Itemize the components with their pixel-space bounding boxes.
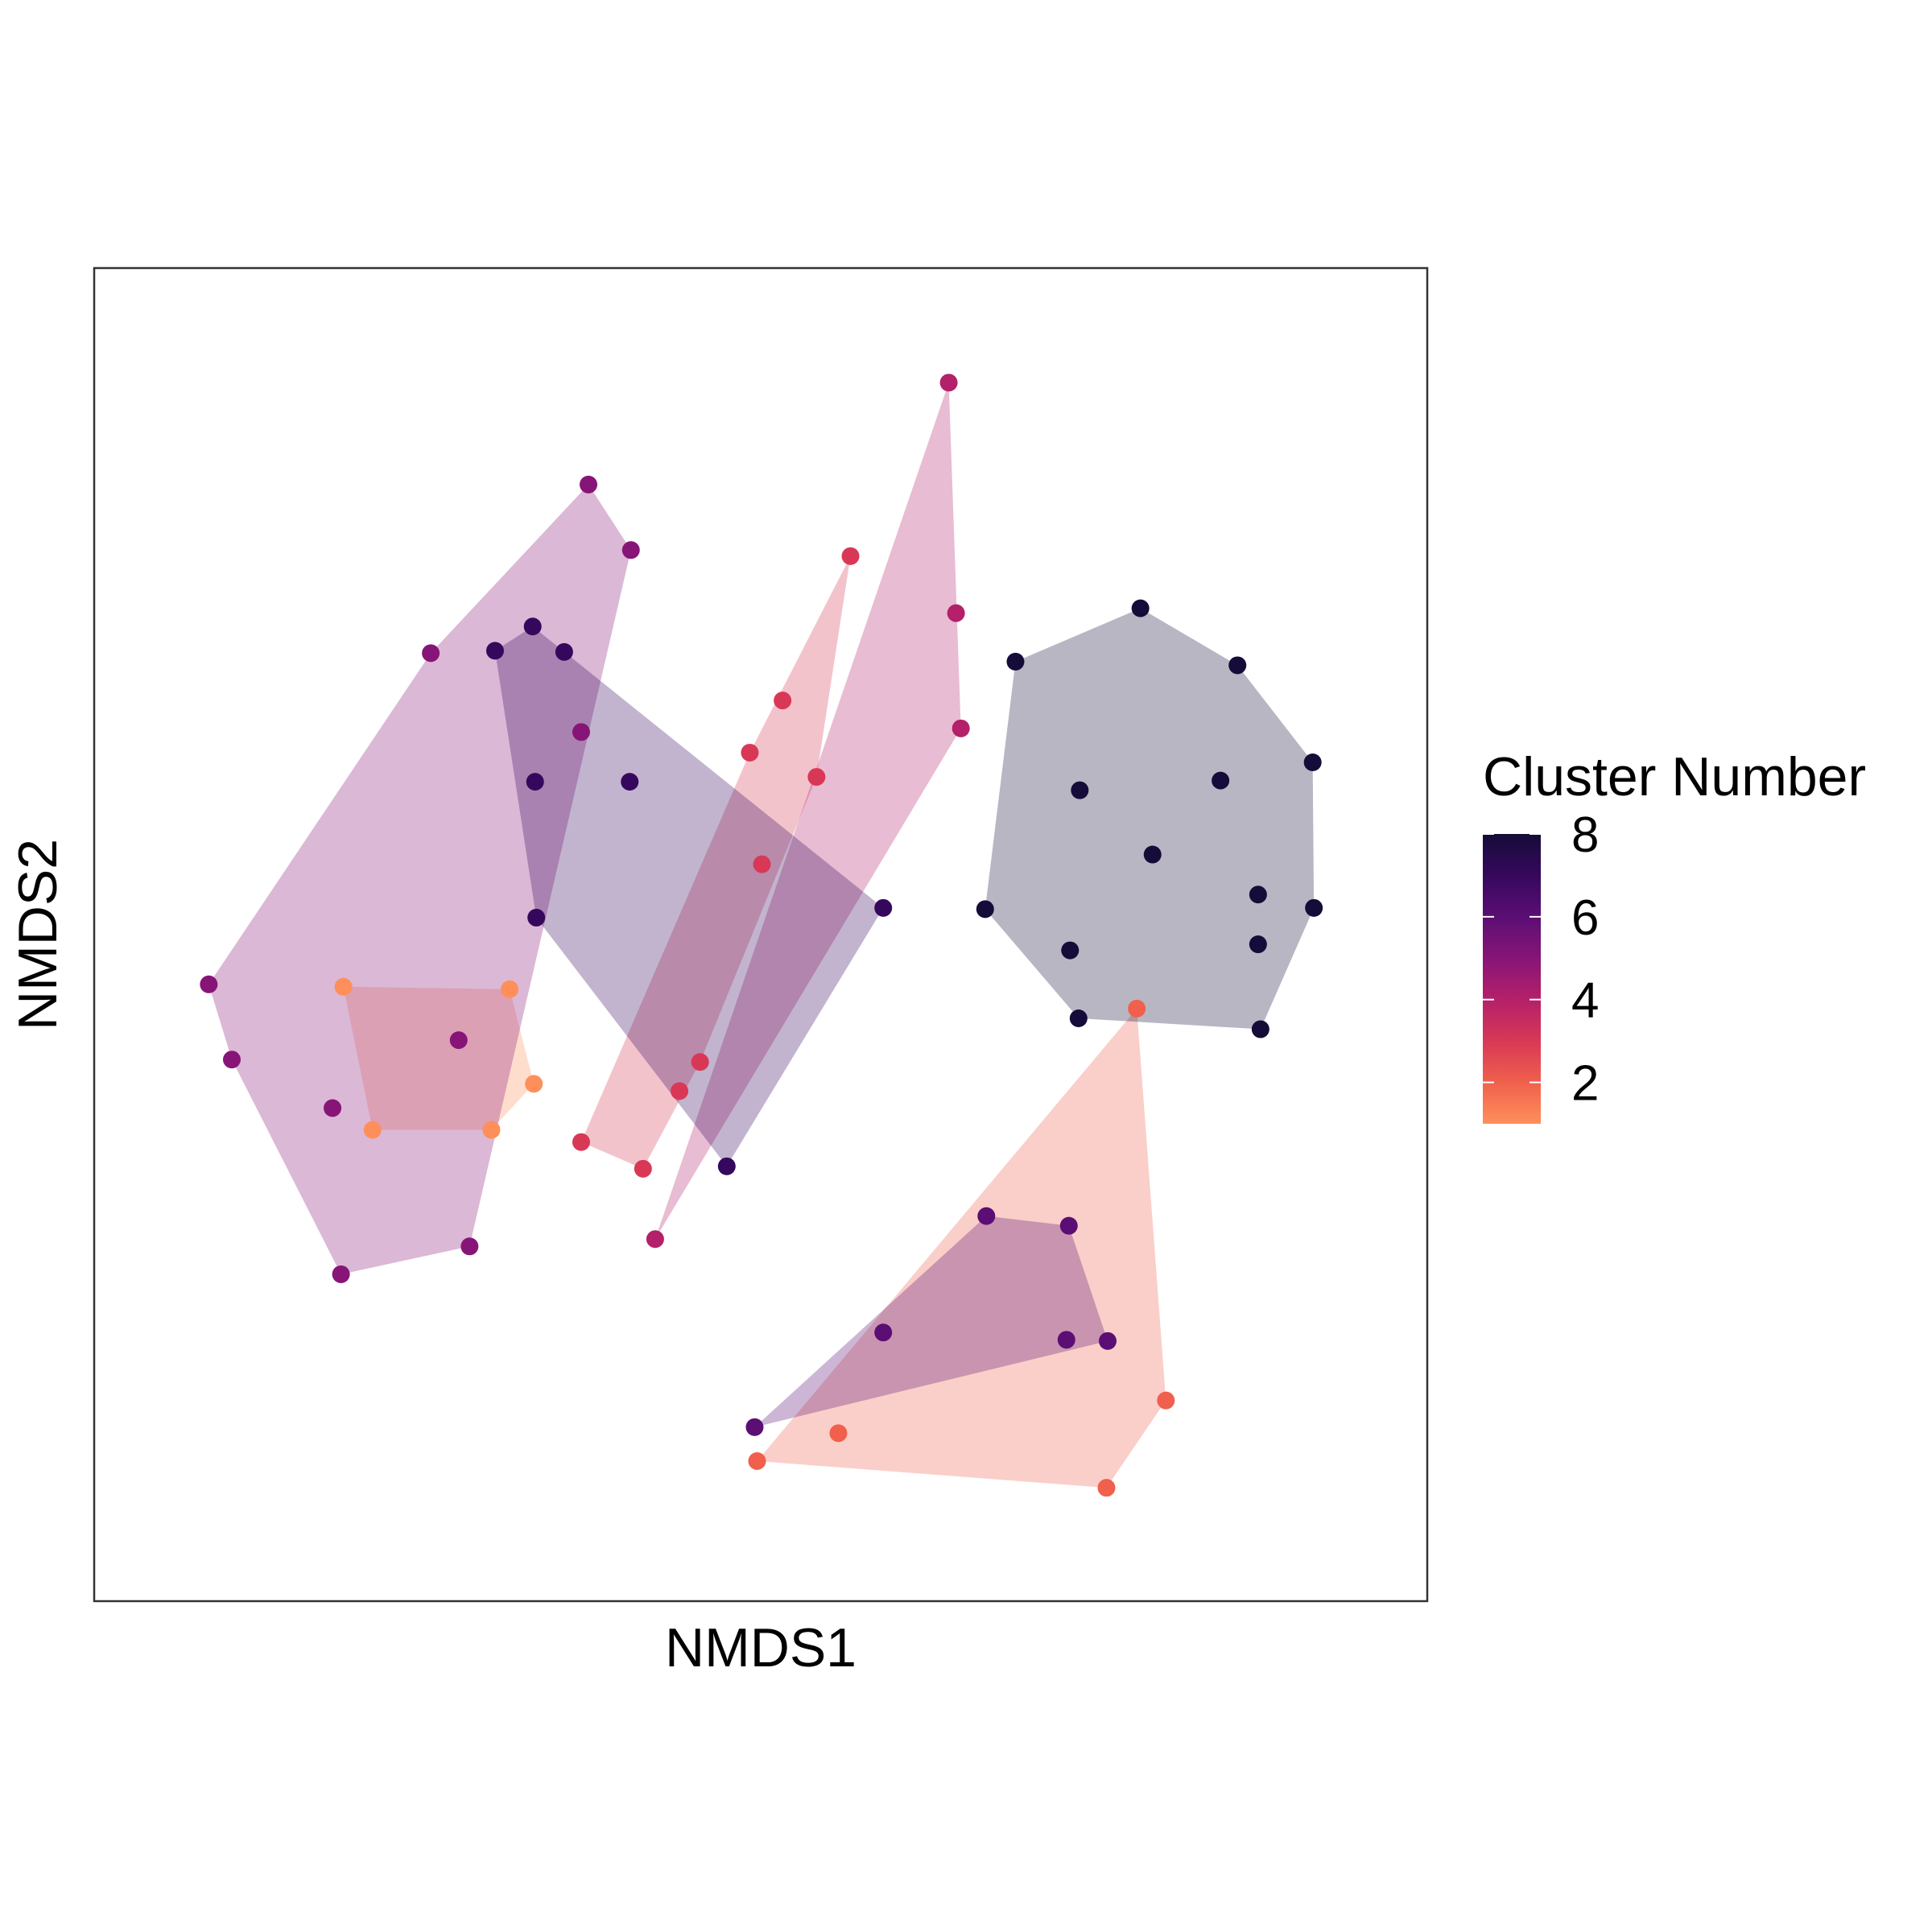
point-cluster-1	[363, 1121, 382, 1139]
hull-cluster-7	[494, 626, 884, 1166]
point-cluster-8	[1143, 845, 1162, 864]
point-cluster-8	[1249, 935, 1267, 954]
point-cluster-7	[527, 908, 546, 927]
point-cluster-7	[621, 773, 639, 791]
point-cluster-1	[525, 1075, 543, 1093]
colorbar-tick-label: 4	[1571, 973, 1599, 1029]
hull-cluster-4	[654, 382, 961, 1240]
y-axis-title: NMDS2	[7, 839, 68, 1030]
point-cluster-6	[1057, 1331, 1075, 1349]
point-cluster-5	[572, 723, 590, 741]
point-cluster-5	[449, 1031, 468, 1050]
point-cluster-6	[977, 1207, 996, 1225]
point-cluster-1	[334, 977, 353, 996]
point-cluster-2	[1097, 1479, 1116, 1497]
point-cluster-8	[1303, 753, 1322, 772]
point-cluster-4	[947, 604, 965, 622]
point-cluster-8	[1212, 771, 1230, 790]
point-cluster-4	[646, 1230, 664, 1249]
point-cluster-5	[580, 475, 598, 493]
point-cluster-6	[745, 1418, 764, 1436]
point-cluster-3	[841, 547, 860, 565]
colorbar-tick-label: 6	[1571, 890, 1599, 946]
point-cluster-5	[422, 644, 440, 663]
point-cluster-2	[1157, 1391, 1175, 1410]
hull-cluster-8	[985, 608, 1315, 1030]
point-cluster-8	[1249, 886, 1267, 904]
point-cluster-7	[485, 642, 504, 660]
colorbar-tick-label: 8	[1571, 807, 1599, 863]
colorbar	[1483, 834, 1541, 1124]
point-cluster-3	[671, 1082, 689, 1100]
cluster-points	[200, 374, 1323, 1497]
point-cluster-4	[939, 374, 958, 392]
point-cluster-8	[1251, 1020, 1269, 1038]
point-cluster-8	[1006, 652, 1025, 671]
hull-cluster-6	[754, 1216, 1108, 1427]
hull-cluster-2	[757, 1008, 1166, 1488]
plot-panel-border	[93, 266, 1429, 1603]
point-cluster-8	[1069, 1009, 1088, 1027]
hull-cluster-5	[208, 484, 631, 1274]
point-cluster-7	[555, 642, 573, 661]
point-cluster-6	[874, 1323, 893, 1342]
point-cluster-7	[526, 773, 544, 791]
colorbar-tick-label: 2	[1571, 1056, 1599, 1112]
point-cluster-3	[774, 691, 792, 710]
point-cluster-6	[1098, 1331, 1117, 1350]
point-cluster-5	[200, 975, 218, 993]
point-cluster-7	[523, 617, 542, 636]
point-cluster-3	[572, 1133, 590, 1151]
point-cluster-1	[501, 980, 519, 998]
point-cluster-7	[717, 1157, 736, 1175]
point-cluster-7	[874, 898, 893, 917]
point-cluster-2	[829, 1424, 848, 1443]
point-cluster-2	[748, 1452, 766, 1471]
x-axis-title: NMDS1	[665, 1617, 857, 1678]
point-cluster-8	[1061, 941, 1080, 960]
point-cluster-3	[691, 1053, 709, 1071]
point-cluster-5	[460, 1237, 479, 1256]
point-cluster-8	[1131, 599, 1150, 617]
point-cluster-8	[1071, 781, 1089, 799]
point-cluster-4	[952, 719, 970, 737]
point-cluster-3	[741, 743, 759, 762]
point-cluster-8	[1228, 656, 1247, 675]
point-cluster-5	[332, 1265, 350, 1283]
point-cluster-3	[807, 768, 826, 786]
hull-cluster-1	[343, 986, 535, 1130]
point-cluster-3	[634, 1159, 652, 1178]
point-cluster-1	[482, 1121, 501, 1139]
color-legend: Cluster Number 2 4 6 8	[1483, 746, 1866, 1124]
legend-title: Cluster Number	[1483, 746, 1866, 807]
point-cluster-5	[621, 541, 640, 559]
cluster-hulls	[208, 382, 1315, 1488]
point-cluster-8	[1305, 898, 1323, 917]
point-cluster-8	[976, 900, 994, 919]
point-cluster-5	[324, 1099, 342, 1117]
colorbar-ticks: 2 4 6 8	[1483, 807, 1599, 1112]
point-cluster-5	[222, 1051, 241, 1069]
point-cluster-6	[1059, 1216, 1078, 1235]
point-cluster-3	[753, 855, 771, 873]
point-cluster-2	[1128, 999, 1146, 1018]
